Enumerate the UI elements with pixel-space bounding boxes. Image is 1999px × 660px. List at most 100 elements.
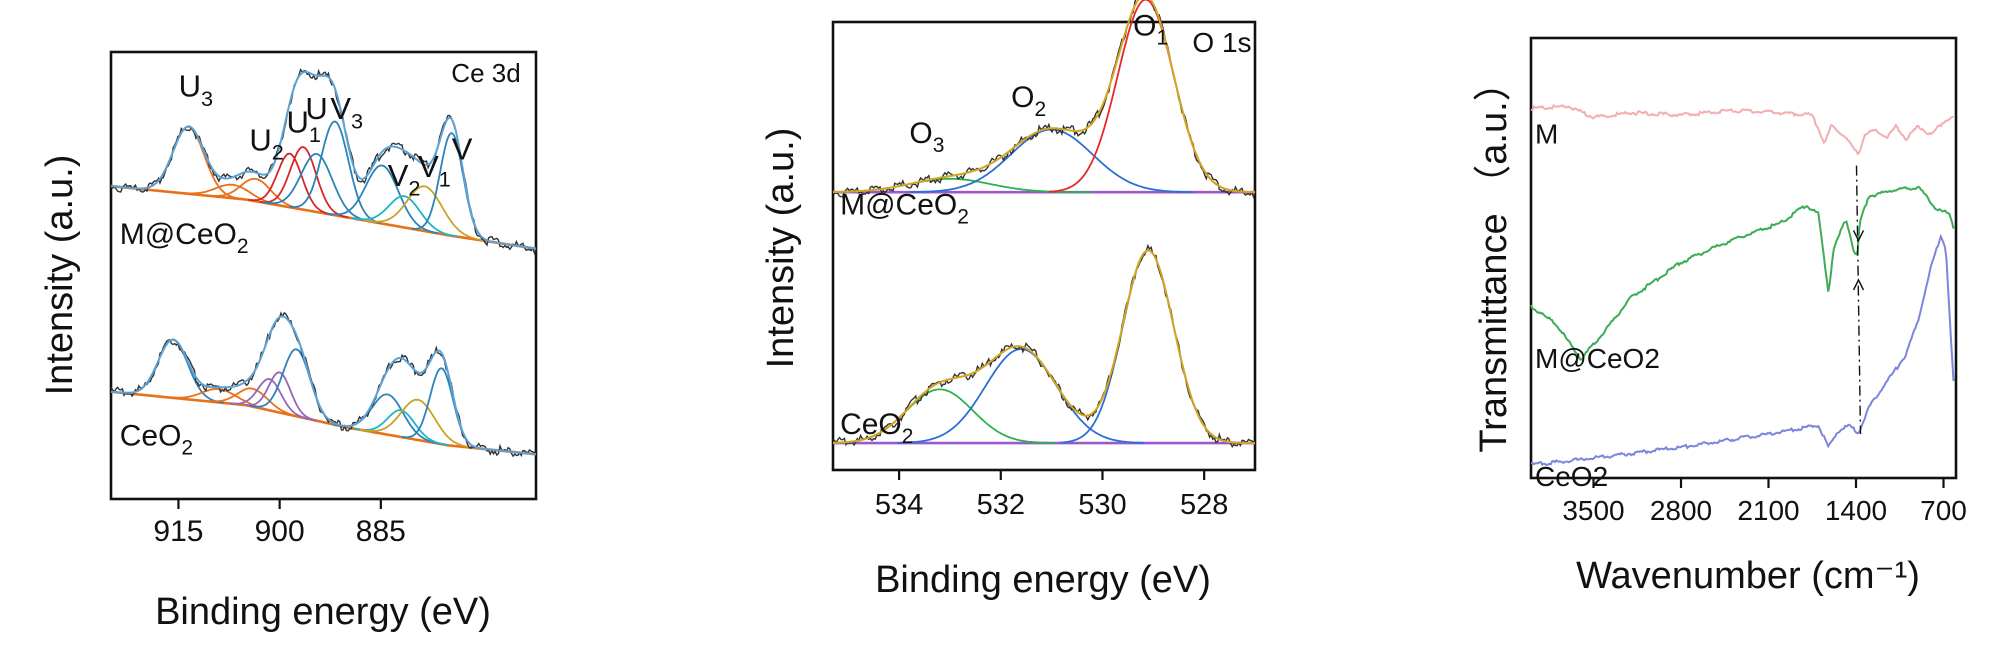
ftir-x-tick-label: 2100: [1737, 495, 1799, 526]
ce3d-peak-label-subscript: 3: [351, 108, 363, 133]
o1s-sample-label-text: M@CeO: [840, 189, 957, 222]
o1s-title: O 1s: [1192, 27, 1251, 58]
ce3d-title: Ce 3d: [451, 58, 520, 88]
o1s-sample-label-subscript: 2: [902, 425, 914, 448]
ftir-arrow-down: [1852, 230, 1865, 242]
ftir-arrow-up: [1852, 278, 1865, 291]
o1s-x-tick-label: 530: [1078, 489, 1126, 521]
o1s-peak-label: O2: [1011, 81, 1046, 121]
ftir-plot-frame: [1529, 36, 1958, 480]
ftir-series-label: M: [1535, 119, 1558, 150]
ce3d-component-1-7: [354, 409, 448, 447]
ce3d-peak-label-subscript: 1: [309, 122, 321, 147]
ce3d-peak-label-text: U: [249, 122, 271, 157]
ce3d-sample-label: M@CeO2: [120, 218, 249, 258]
o1s-peak-label: O3: [909, 117, 944, 157]
ce3d-component-1-4: [243, 371, 318, 422]
ce3d-peak-label-subscript: 1: [439, 166, 451, 191]
ce3d-component-0-0: [135, 125, 242, 200]
ftir-marker-line: [1855, 165, 1862, 435]
o1s-peak-label-subscript: 2: [1034, 98, 1046, 121]
ce3d-peak-label: U3: [179, 69, 213, 111]
ce3d-component-1-9: [401, 367, 481, 450]
ce3d-x-tick-label: 900: [255, 515, 305, 548]
ce3d-peak-label-subscript: 2: [408, 175, 420, 200]
ftir-series-ceo2: [1530, 233, 1955, 467]
o1s-peak-label-text: O: [909, 117, 932, 150]
o1s-sample-label: CeO2: [840, 408, 913, 448]
o1s-peak-label-subscript: 3: [933, 134, 945, 157]
ce3d-sample-label-text: M@CeO: [120, 218, 237, 251]
ce3d-component-0-3: [248, 152, 332, 216]
ce3d-component-1-8: [359, 398, 476, 449]
ftir-series-m: [1530, 103, 1954, 156]
ce3d-peak-label-text: U: [305, 91, 327, 126]
o1s-x-tick-label: 532: [977, 489, 1025, 521]
ce3d-plot-frame: [109, 50, 538, 501]
o1s-peak-label-text: O: [1011, 81, 1034, 114]
ce3d-sample-label-subscript: 2: [181, 436, 193, 459]
o1s-x-ticks: 534 532 530 528: [875, 470, 1228, 521]
ftir-series-label: M@CeO2: [1535, 343, 1660, 374]
ce3d-x-axis-label: Binding energy (eV): [155, 591, 491, 633]
ce3d-component-0-5: [262, 152, 372, 223]
ce3d-component-0-6: [289, 120, 381, 224]
o1s-peak-label: O1: [1133, 9, 1168, 49]
o1s-sample-label: M@CeO2: [840, 189, 969, 229]
o1s-plot-frame: [831, 20, 1257, 472]
ce3d-component-0-8: [351, 195, 458, 238]
ce3d-component-0-9: [364, 185, 486, 242]
o1s-component-0-1: [909, 128, 1194, 193]
ce3d-y-axis-label: Intensity (a.u.): [39, 155, 81, 396]
ce3d-peak-label: U1: [287, 104, 321, 146]
ce3d-sample-label-text: CeO: [120, 419, 182, 452]
o1s-panel: O 1s Binding energy (eV) Intensity (a.u.…: [760, 0, 1257, 601]
ce3d-peak-label: V: [452, 131, 473, 166]
o1s-fit-envelope-0: [833, 0, 1255, 194]
ce3d-curves: [110, 67, 537, 458]
ftir-x-axis-label: Wavenumber (cm⁻¹): [1576, 555, 1920, 597]
o1s-x-tick-label: 534: [875, 489, 923, 521]
ce3d-peak-label-text: U: [179, 69, 201, 104]
ce3d-peak-label-text: U: [287, 104, 309, 139]
ce3d-x-ticks: 915 900 885: [153, 499, 406, 548]
ftir-series-labels: M M@CeO2 CeO2: [1535, 119, 1660, 492]
o1s-y-axis-label: Intensity (a.u.): [760, 128, 802, 369]
ce3d-component-0-7: [326, 164, 439, 235]
ce3d-peak-label: V3: [330, 91, 363, 133]
ftir-x-ticks: 3500 2800 2100 1400 700: [1562, 478, 1967, 526]
ftir-series-m-ceo2: [1530, 185, 1955, 361]
ce3d-peak-label-subscript: 3: [201, 86, 213, 111]
ce3d-peak-label-text: V: [418, 149, 439, 184]
ftir-y-axis-label: Transmittance （a.u.）: [1473, 63, 1515, 452]
ftir-x-tick-label: 3500: [1562, 495, 1624, 526]
o1s-x-tick-label: 528: [1180, 489, 1228, 521]
o1s-peak-label-text: O: [1133, 9, 1156, 42]
o1s-component-1-2: [1060, 249, 1238, 444]
ce3d-fit-envelope-1: [110, 315, 537, 456]
ce3d-panel: Ce 3d Binding energy (eV) Intensity (a.u…: [39, 50, 538, 633]
ce3d-component-0-2: [204, 177, 308, 212]
ce3d-peak-label: U: [305, 91, 327, 126]
o1s-sample-label-subscript: 2: [957, 206, 969, 229]
ce3d-peak-label-subscript: 2: [272, 140, 284, 165]
ce3d-peak-label: U2: [249, 122, 283, 164]
ce3d-x-tick-label: 915: [153, 515, 203, 548]
ftir-x-tick-label: 1400: [1825, 495, 1887, 526]
ce3d-component-0-4: [259, 146, 349, 219]
ftir-panel: Wavenumber (cm⁻¹) Transmittance （a.u.） 3…: [1473, 36, 1967, 597]
ce3d-peak-label-text: V: [452, 131, 473, 166]
o1s-sample-label-text: CeO: [840, 408, 902, 441]
ftir-x-tick-label: 700: [1920, 495, 1967, 526]
ce3d-x-tick-label: 885: [356, 515, 406, 548]
ce3d-sample-label-subscript: 2: [237, 235, 249, 258]
ce3d-sample-label: CeO2: [120, 419, 193, 459]
ce3d-peak-label-text: V: [330, 91, 351, 126]
ftir-series-label: CeO2: [1535, 461, 1608, 492]
ce3d-peak-label: V2: [388, 158, 421, 200]
ftir-x-tick-label: 2800: [1650, 495, 1712, 526]
o1s-fit-envelope-1: [833, 249, 1255, 445]
